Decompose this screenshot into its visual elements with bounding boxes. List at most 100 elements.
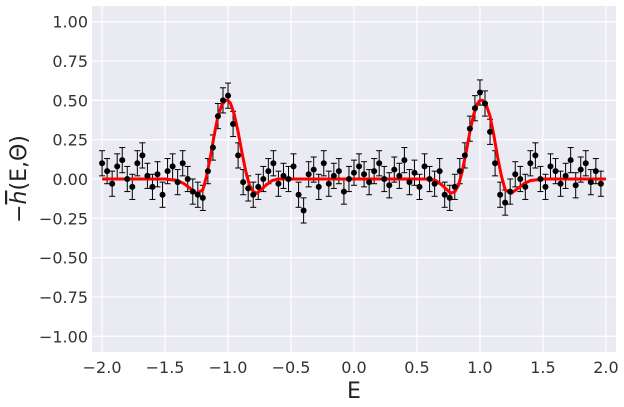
- data-point: [421, 163, 428, 170]
- data-point: [154, 171, 161, 178]
- data-point: [502, 199, 509, 206]
- data-point: [562, 172, 569, 179]
- data-point: [345, 176, 352, 182]
- data-point: [169, 163, 176, 170]
- data-point: [99, 160, 106, 167]
- data-point: [592, 168, 599, 175]
- x-tick-label: −1.0: [209, 358, 248, 377]
- data-point: [109, 180, 116, 187]
- data-point: [527, 160, 534, 167]
- data-point: [255, 183, 262, 190]
- data-point: [557, 180, 564, 187]
- data-point: [401, 157, 408, 164]
- y-tick-label: −0.75: [39, 288, 88, 307]
- data-point: [300, 207, 307, 214]
- data-point: [260, 176, 267, 182]
- y-tick-label: 0.00: [52, 170, 88, 189]
- data-point: [552, 168, 559, 175]
- data-point: [335, 168, 342, 175]
- y-tick-label: −0.25: [39, 209, 88, 228]
- data-point: [250, 191, 257, 198]
- data-point: [446, 194, 453, 201]
- data-point: [230, 120, 237, 127]
- x-tick-label: 1.5: [530, 358, 555, 377]
- data-point: [366, 179, 373, 186]
- data-point: [476, 89, 483, 96]
- data-point: [204, 168, 211, 175]
- data-point: [492, 160, 499, 167]
- x-tick-label: 0.0: [341, 358, 366, 377]
- x-tick-label: 2.0: [593, 358, 618, 377]
- data-point: [572, 182, 579, 189]
- data-point: [512, 171, 519, 178]
- data-point: [431, 180, 438, 187]
- data-point: [325, 180, 332, 187]
- data-point: [315, 183, 322, 190]
- data-point: [225, 92, 232, 99]
- y-axis-label-args: (E,Θ): [7, 135, 32, 190]
- data-point: [265, 168, 272, 175]
- data-point: [487, 128, 494, 135]
- data-point: [159, 191, 166, 198]
- data-point: [240, 179, 247, 186]
- data-point: [214, 113, 221, 120]
- data-point: [351, 169, 357, 176]
- data-point: [371, 168, 378, 175]
- y-tick-label: 0.50: [52, 91, 88, 110]
- data-point: [532, 152, 539, 159]
- data-point: [209, 144, 216, 151]
- data-point: [310, 166, 317, 173]
- data-point: [426, 176, 433, 182]
- data-point: [174, 179, 181, 186]
- data-point: [451, 183, 458, 190]
- data-point: [396, 172, 403, 179]
- data-point: [406, 179, 413, 186]
- y-tick-label: −0.50: [39, 249, 88, 268]
- data-point: [537, 176, 544, 182]
- data-point: [391, 166, 398, 173]
- y-tick-label: 0.25: [52, 131, 88, 150]
- data-point: [164, 168, 171, 175]
- data-point: [270, 160, 277, 167]
- data-point: [461, 152, 468, 159]
- y-axis-label: −h(E,Θ): [7, 135, 32, 223]
- data-point: [290, 163, 297, 170]
- data-point: [471, 105, 478, 112]
- x-tick-label: 0.5: [404, 358, 429, 377]
- data-point: [411, 169, 418, 176]
- data-point: [134, 160, 141, 167]
- data-point: [305, 171, 312, 178]
- data-point: [330, 172, 337, 179]
- data-point: [517, 176, 524, 182]
- data-point: [114, 163, 121, 170]
- data-point: [194, 191, 201, 198]
- x-tick-label: −1.5: [146, 358, 185, 377]
- data-point: [441, 191, 448, 198]
- data-point: [597, 180, 604, 187]
- data-point: [144, 172, 151, 179]
- data-point: [220, 97, 226, 104]
- data-point: [199, 194, 206, 201]
- data-point: [507, 188, 514, 195]
- y-tick-labels: 1.00 0.75 0.50 0.25 0.00 −0.25 −0.50 −0.75 −1.00: [39, 13, 88, 347]
- data-point: [245, 185, 252, 192]
- data-point: [587, 179, 594, 186]
- data-point: [124, 176, 131, 182]
- data-point: [139, 152, 146, 159]
- data-point: [179, 160, 186, 167]
- data-point: [184, 176, 191, 182]
- data-point: [280, 172, 287, 179]
- y-axis-label-h: h: [7, 191, 32, 205]
- data-point: [466, 125, 473, 132]
- data-point: [119, 157, 126, 164]
- data-point: [340, 188, 347, 195]
- data-point: [285, 176, 292, 182]
- data-point: [104, 168, 111, 175]
- data-point: [567, 157, 574, 164]
- data-point: [582, 160, 589, 167]
- data-point: [129, 183, 136, 190]
- data-point: [482, 100, 488, 107]
- data-point: [295, 191, 302, 198]
- data-point: [361, 171, 368, 178]
